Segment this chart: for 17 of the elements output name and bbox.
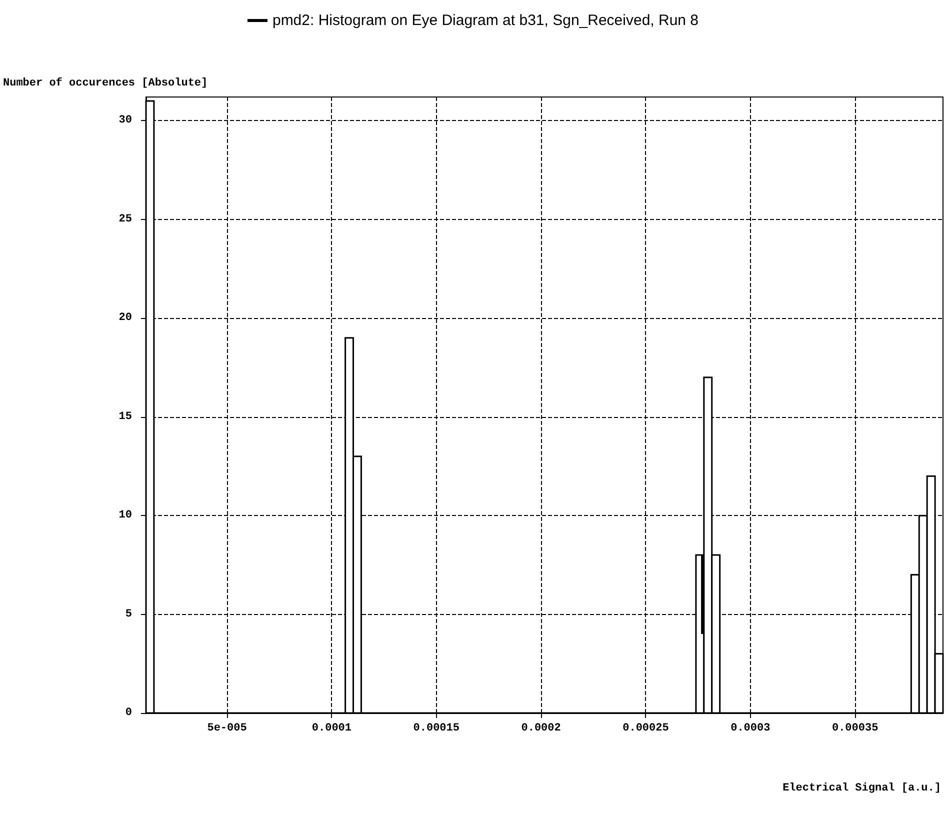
y-tick-label: 10 [118,510,132,522]
y-tick-label: 20 [118,312,132,324]
x-tick-label: 0.00015 [413,722,460,734]
y-tick-label: 15 [118,410,132,423]
y-tick-label: 30 [118,114,132,127]
y-tick-label: 0 [125,707,132,719]
legend-label: pmd2: Histogram on Eye Diagram at b31, Sgn_Received, Run 8 [272,12,699,29]
y-tick-label: 25 [118,213,132,226]
x-tick-label: 0.0003 [730,722,771,734]
x-tick-label: 0.00035 [832,722,879,734]
y-tick-label: 5 [125,608,132,620]
x-tick-label: 0.0002 [521,722,561,734]
x-tick-label: 0.00025 [622,722,670,734]
y-axis-title: Number of occurences [Absolute] [3,76,208,90]
x-tick-label: 0.0001 [312,722,352,734]
x-axis-title: Electrical Signal [a.u.] [782,782,941,794]
x-tick-label: 5e-005 [207,722,248,734]
